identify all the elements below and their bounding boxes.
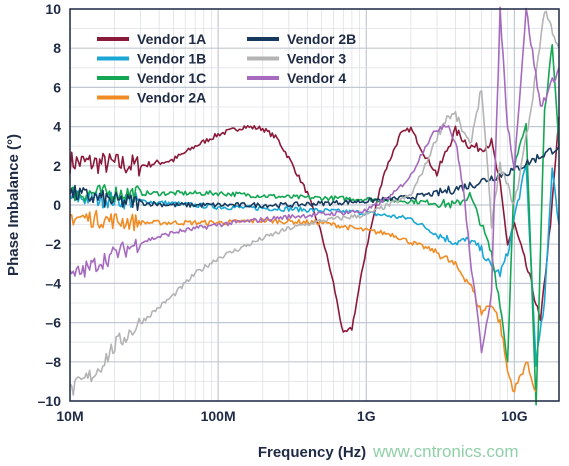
legend-entry: Vendor 3 — [287, 51, 346, 67]
y-tick-label: –8 — [45, 354, 61, 370]
x-tick-label: 10G — [501, 408, 528, 424]
x-tick-label: 10M — [56, 408, 83, 424]
legend-entry: Vendor 1B — [137, 51, 206, 67]
legend-entry: Vendor 1A — [137, 31, 206, 47]
y-tick-label: 10 — [45, 1, 61, 17]
series-line-vendor-2b — [69, 145, 560, 211]
y-tick-label: 2 — [53, 158, 61, 174]
plot-frame — [69, 8, 560, 402]
x-tick-label: 1G — [357, 408, 376, 424]
series-line-vendor-1b — [69, 163, 560, 367]
y-tick-labels: 10 8 6 4 2 0 –2 –4 –6 –8 –10 — [38, 1, 62, 409]
legend-entry: Vendor 2A — [137, 90, 206, 106]
legend: Vendor 1A Vendor 1B Vendor 1C Vendor 2A Vend… — [97, 31, 356, 106]
legend-entry: Vendor 2B — [287, 31, 356, 47]
y-tick-label: –4 — [45, 275, 61, 291]
series-line-vendor-3 — [69, 10, 560, 396]
y-tick-label: –10 — [38, 393, 62, 409]
y-tick-label: –6 — [45, 315, 61, 331]
legend-entry: Vendor 1C — [137, 70, 206, 86]
series-line-vendor-1c — [69, 44, 560, 406]
y-tick-label: 0 — [53, 197, 61, 213]
y-tick-label: 4 — [53, 119, 61, 135]
x-tick-labels: 10M 100M 1G 10G — [56, 408, 527, 424]
x-tick-label: 100M — [201, 408, 236, 424]
y-axis-label: Phase Imbalance (°) — [5, 134, 22, 276]
watermark-text: www.cntronics.com — [372, 442, 518, 461]
legend-entry: Vendor 4 — [287, 70, 346, 86]
y-tick-label: 8 — [53, 40, 61, 56]
x-axis-label: Frequency (Hz) — [258, 444, 366, 461]
series-lines — [69, 6, 560, 406]
y-tick-label: –2 — [45, 236, 61, 252]
series-line-vendor-2a — [69, 209, 537, 393]
y-tick-label: 6 — [53, 79, 61, 95]
series-line-vendor-4 — [69, 6, 560, 354]
